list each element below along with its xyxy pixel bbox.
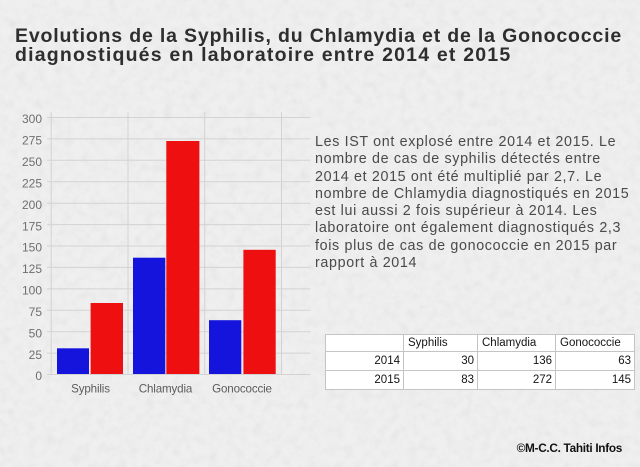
- svg-text:Chlamydia: Chlamydia: [139, 383, 193, 396]
- svg-text:50: 50: [29, 326, 43, 340]
- svg-text:200: 200: [22, 198, 42, 212]
- svg-text:Gonococcie: Gonococcie: [212, 383, 272, 396]
- svg-text:150: 150: [22, 241, 42, 255]
- svg-text:125: 125: [22, 262, 42, 276]
- svg-text:225: 225: [22, 176, 42, 190]
- svg-text:275: 275: [22, 134, 42, 148]
- svg-text:0: 0: [35, 369, 42, 383]
- svg-text:25: 25: [29, 348, 43, 362]
- svg-text:175: 175: [22, 219, 42, 233]
- svg-text:75: 75: [29, 305, 43, 319]
- svg-text:100: 100: [22, 284, 42, 298]
- svg-text:Syphilis: Syphilis: [71, 383, 110, 396]
- svg-text:300: 300: [22, 112, 42, 126]
- svg-text:250: 250: [22, 155, 42, 169]
